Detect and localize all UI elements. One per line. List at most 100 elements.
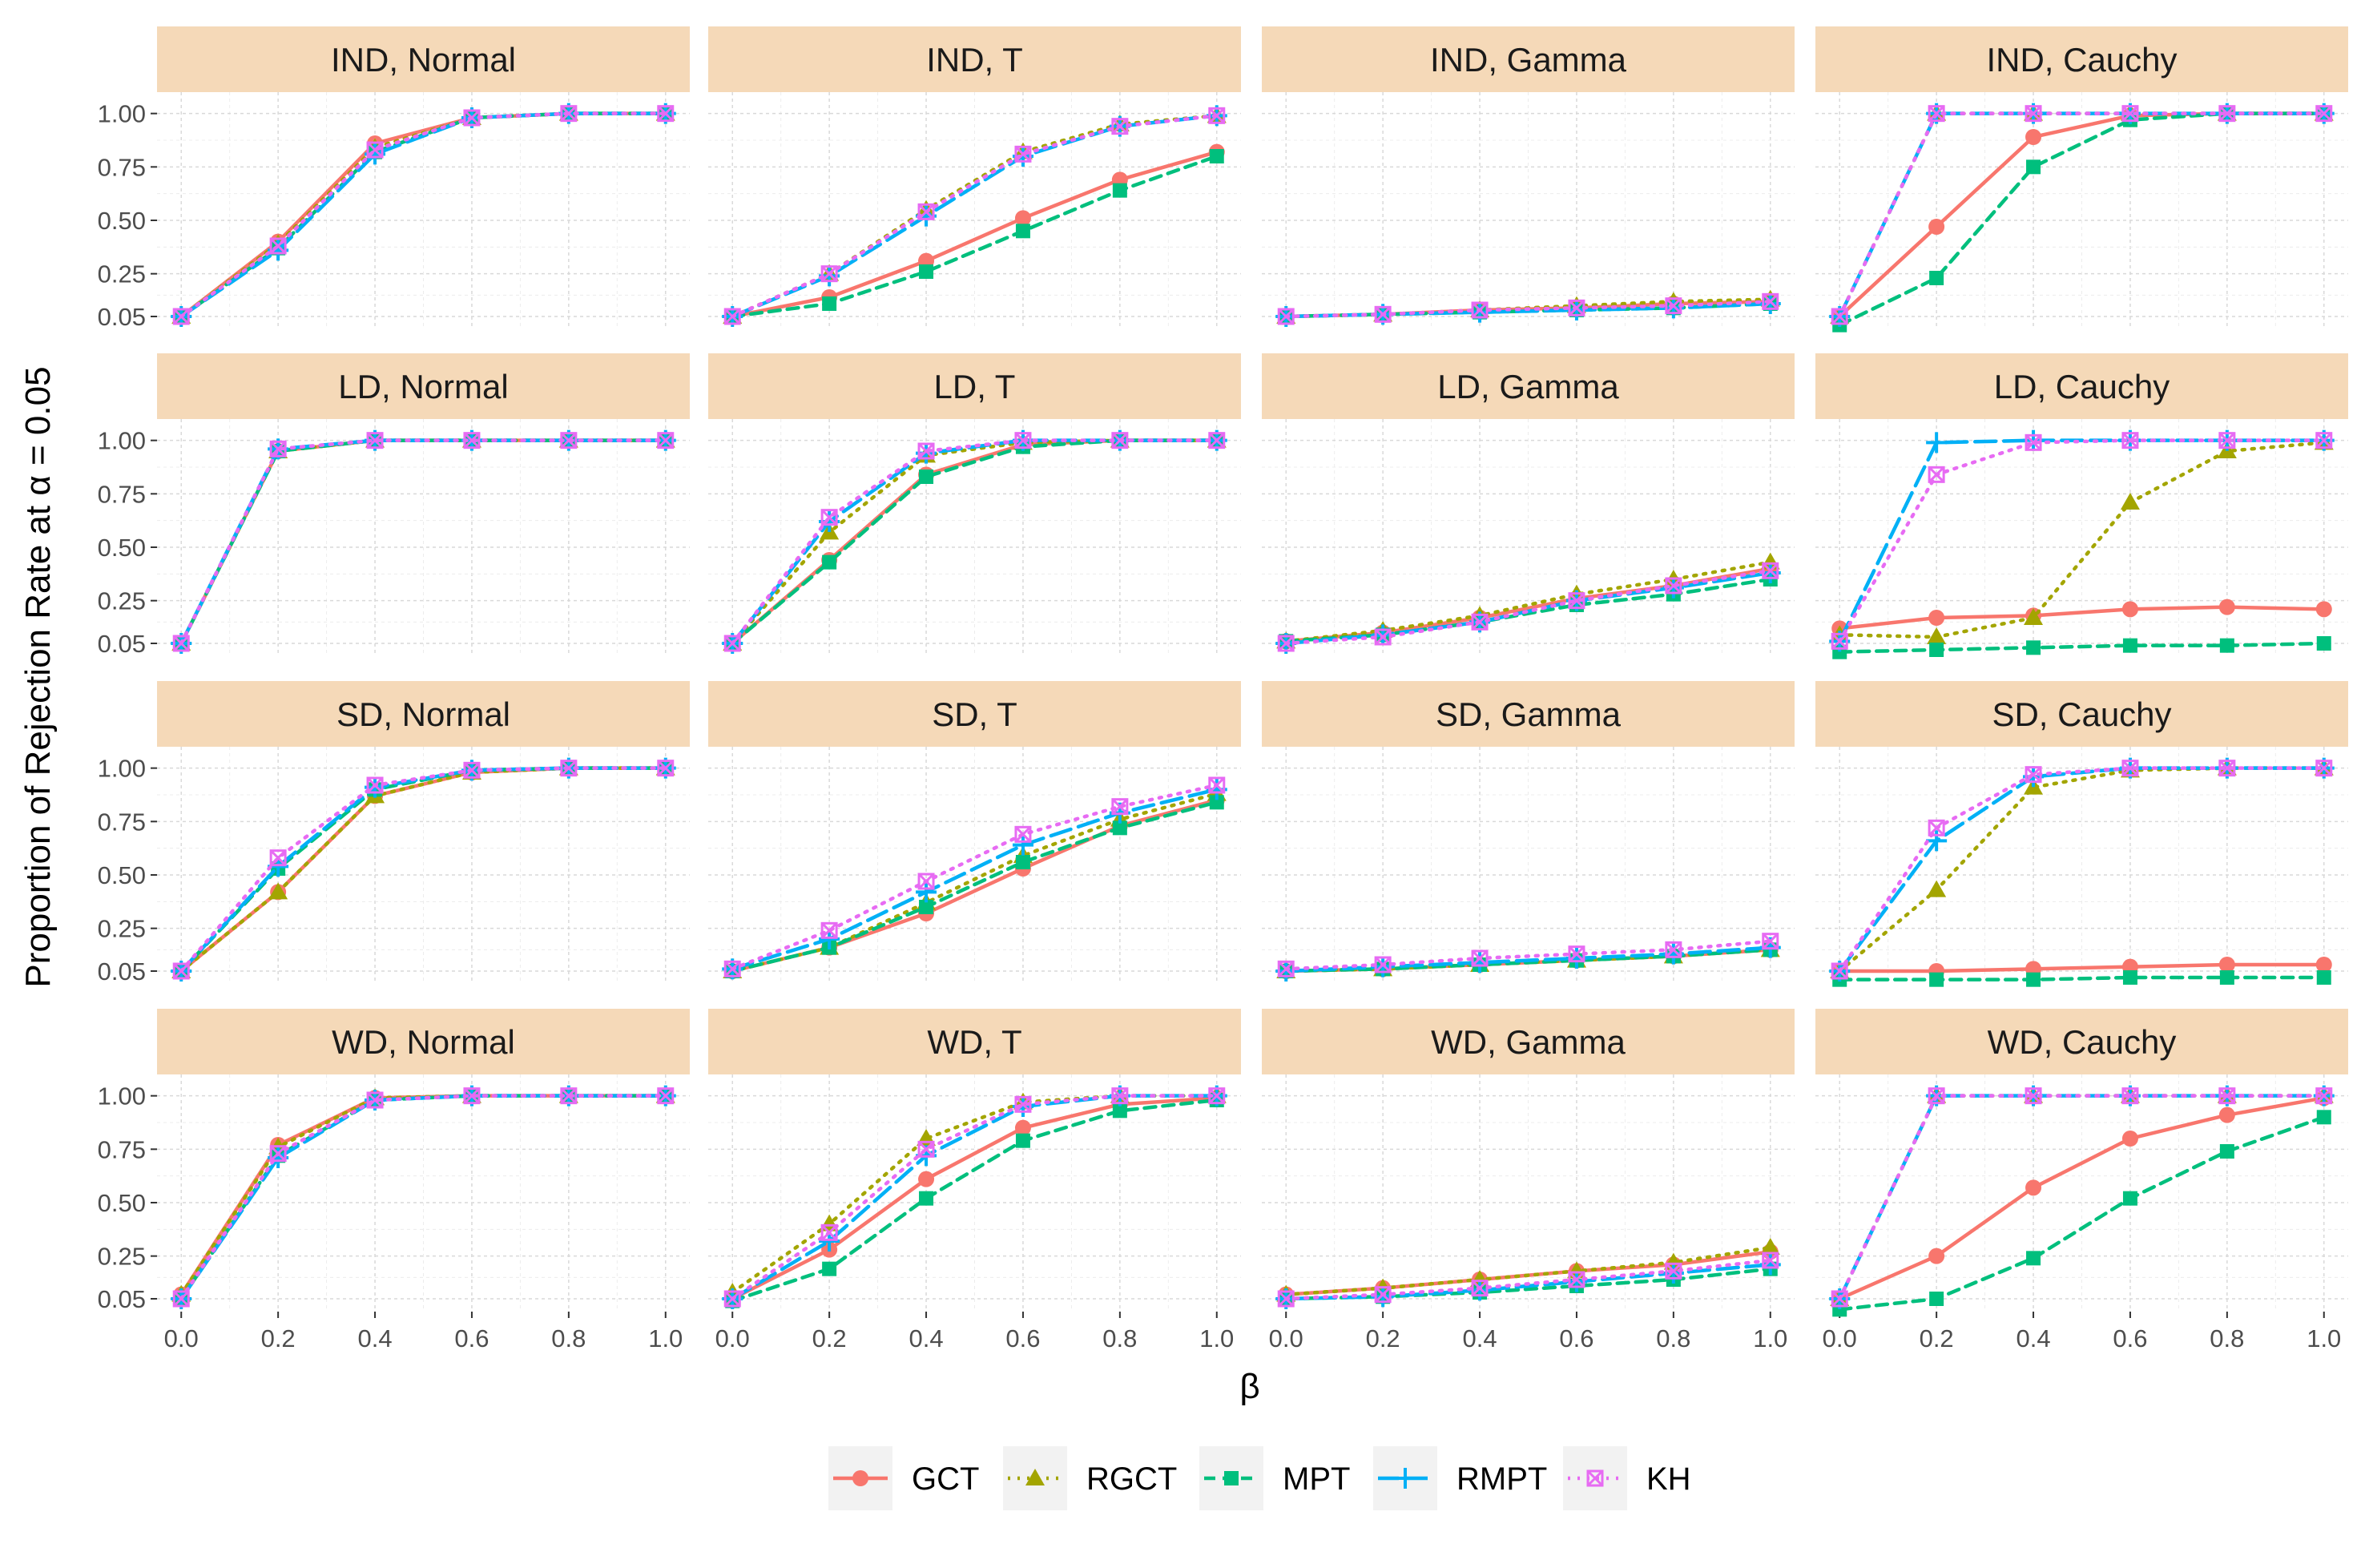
panel-strip-label: LD, Cauchy <box>1994 368 2170 405</box>
data-point-kh <box>1568 945 1585 963</box>
data-point-mpt <box>1929 271 1944 285</box>
data-point-mpt <box>2219 970 2234 985</box>
data-point-mpt <box>2122 970 2137 985</box>
data-point-kh <box>917 442 935 460</box>
data-point-mpt <box>919 264 934 279</box>
series-line-mpt <box>1837 1115 2327 1312</box>
data-point-gct <box>2315 957 2332 973</box>
series-line-gct <box>730 150 1219 319</box>
series-line-mpt <box>1283 577 1773 643</box>
series-line-kh <box>1837 1094 2327 1301</box>
y-tick-label: 0.05 <box>98 630 146 658</box>
data-point-kh <box>2218 432 2236 449</box>
data-point-kh <box>1277 308 1295 325</box>
x-tick-label: 1.0 <box>2307 1324 2341 1352</box>
data-point-mpt <box>1209 795 1224 810</box>
data-point-kh <box>657 105 675 123</box>
panel-strip-label: IND, Normal <box>331 41 516 79</box>
data-point-kh <box>2025 433 2042 451</box>
panel-1: IND, T <box>708 26 1241 329</box>
panel-strip-label: SD, Cauchy <box>1992 695 2171 733</box>
panel-strip <box>1262 681 1795 747</box>
data-point-gct <box>2121 601 2138 618</box>
series-line-kh <box>1837 766 2327 973</box>
data-point-kh <box>2121 432 2139 449</box>
x-tick-label: 0.2 <box>1366 1324 1400 1352</box>
series-line-kh <box>730 783 1219 971</box>
data-point-kh <box>172 1290 190 1308</box>
data-point-kh <box>917 873 935 890</box>
x-tick-label: 0.4 <box>357 1324 392 1352</box>
data-point-mpt <box>1209 149 1224 163</box>
x-tick-label: 0.4 <box>2016 1324 2050 1352</box>
panel-strip-label: SD, Normal <box>336 695 510 733</box>
data-point-kh <box>657 1087 675 1105</box>
data-point-kh <box>2315 1087 2333 1105</box>
data-point-gct <box>2121 1131 2138 1147</box>
data-point-rmpt <box>1926 432 1948 453</box>
data-point-mpt <box>822 296 837 311</box>
series-kh <box>1831 432 2333 650</box>
legend-key-marker <box>1395 1468 1416 1489</box>
panel-8: SD, Normal 0.05 0.25 0.50 0.75 1.00 <box>98 681 690 986</box>
series-line-gct <box>1837 1096 2327 1301</box>
legend-label: KH <box>1646 1461 1691 1497</box>
x-tick-label: 0.8 <box>551 1324 586 1352</box>
data-point-gct <box>2315 601 2332 618</box>
data-point-kh <box>1014 432 1032 449</box>
data-point-gct <box>918 1171 935 1187</box>
panel-grid-lines <box>1262 1074 1795 1312</box>
panel-strip <box>708 353 1241 419</box>
y-tick-label: 0.50 <box>98 1189 146 1217</box>
series-line-kh <box>179 766 668 973</box>
panel-strip-label: IND, T <box>926 41 1023 79</box>
data-point-gct <box>1928 219 1945 235</box>
data-point-kh <box>2218 105 2236 123</box>
data-point-kh <box>1374 956 1392 973</box>
x-tick-label: 0.8 <box>2210 1324 2244 1352</box>
data-point-kh <box>1111 432 1129 449</box>
data-point-kh <box>917 1140 935 1158</box>
data-point-mpt <box>2122 1191 2137 1206</box>
series-line-rgct <box>1837 441 2327 639</box>
data-point-kh <box>1374 305 1392 323</box>
data-point-mpt <box>1112 183 1127 198</box>
data-point-kh <box>560 1087 578 1105</box>
data-point-rgct <box>1760 1238 1780 1255</box>
series-line-kh <box>179 438 668 646</box>
data-point-kh <box>463 1087 481 1105</box>
data-point-mpt <box>822 554 837 570</box>
x-tick-label: 1.0 <box>1753 1324 1787 1352</box>
data-point-kh <box>2121 1087 2139 1105</box>
data-point-kh <box>1928 819 1945 836</box>
data-point-kh <box>820 1223 838 1241</box>
panel-14: WD, Gamma 0.0 0.2 0.4 0.6 0.8 1.0 <box>1262 1009 1795 1352</box>
series-mpt <box>1832 970 2331 987</box>
panel-11: SD, Cauchy <box>1815 681 2348 987</box>
data-point-kh <box>1471 949 1489 967</box>
data-point-mpt <box>2026 972 2041 987</box>
x-tick-label: 0.8 <box>1102 1324 1137 1352</box>
legend-key-marker <box>1025 1469 1045 1485</box>
y-tick-label: 0.25 <box>98 587 146 615</box>
x-tick-label: 0.4 <box>909 1324 943 1352</box>
data-point-kh <box>172 308 190 325</box>
series-line-kh <box>730 114 1219 319</box>
data-point-kh <box>820 921 838 939</box>
panel-grid-lines <box>1262 419 1795 656</box>
data-point-kh <box>2218 1087 2236 1105</box>
x-tick-label: 0.2 <box>261 1324 296 1352</box>
y-tick-label: 0.75 <box>98 1135 146 1163</box>
panel-strip-label: LD, Gamma <box>1437 368 1619 405</box>
data-point-mpt <box>2219 1144 2234 1159</box>
panel-strip-label: WD, Normal <box>332 1023 515 1061</box>
legend-item-kh: KH <box>1563 1446 1691 1510</box>
data-point-kh <box>560 760 578 777</box>
series-line-kh <box>1283 1258 1773 1301</box>
data-point-mpt <box>2026 1251 2041 1266</box>
data-point-rmpt <box>1012 834 1033 856</box>
data-point-kh <box>723 1290 741 1308</box>
data-point-kh <box>1277 1290 1295 1308</box>
data-point-mpt <box>2026 159 2041 175</box>
panel-strip <box>157 26 690 92</box>
